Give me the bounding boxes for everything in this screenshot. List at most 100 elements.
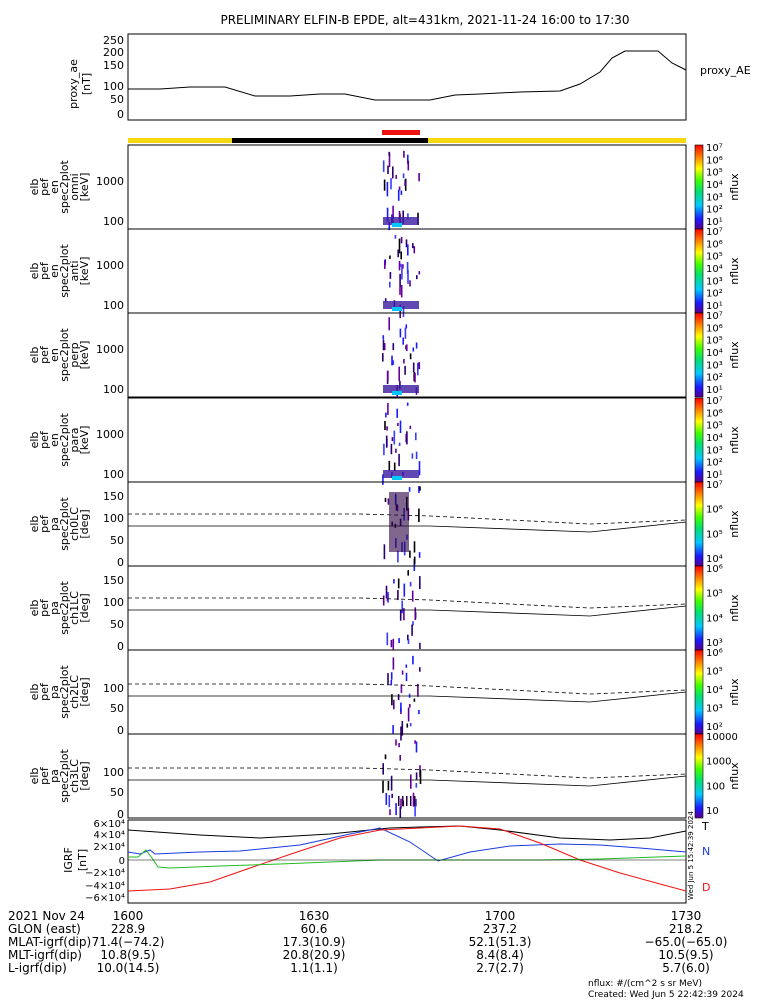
footer-row-labels: 2021 Nov 24 GLON (east) MLAT-igrf(dip) M… <box>8 909 91 975</box>
spectrogram-pixel <box>399 304 401 319</box>
spectrogram-pixel <box>392 360 395 365</box>
spectrogram-pixel <box>406 723 409 728</box>
panel-ylabel: [deg] <box>78 677 91 706</box>
spectrogram-pixel <box>386 207 389 222</box>
panel-ylabel: ch1LC <box>68 591 81 625</box>
panel-ylabel: pef <box>38 177 51 196</box>
igrf-ylabel-2: [nT] <box>76 849 89 871</box>
spectrogram-pixel <box>400 236 403 244</box>
spectrogram-pixel <box>400 263 402 267</box>
spectrogram-pixel <box>418 710 420 715</box>
colorbar-tick: 10⁶ <box>706 155 723 166</box>
spectrogram-pixel <box>398 638 400 644</box>
spectrogram-pixel <box>418 271 421 275</box>
colorbar-tick: 10⁴ <box>706 180 723 191</box>
footer-col-1630: 1630 60.6 17.3(10.9) 20.8(20.9) 1.1(1.1) <box>283 909 346 975</box>
spectrogram-pixel <box>412 362 415 372</box>
panel-ylabel: perp <box>68 342 81 367</box>
spectrogram-pixel <box>413 541 416 553</box>
footer-cell: 17.3(10.9) <box>283 935 346 949</box>
footer-row-label: MLT-igrf(dip) <box>8 948 82 962</box>
loss-cone-solid <box>128 521 687 533</box>
colorbar-tick: 10³ <box>706 276 723 287</box>
spectrogram-pixel <box>400 702 402 712</box>
spectrogram-pixel <box>407 638 410 644</box>
spectrogram-pixel <box>414 607 417 620</box>
panel-ylabel: elb <box>28 600 41 617</box>
spectrogram-band <box>383 470 419 478</box>
panel-ylabel: [keV] <box>78 257 91 286</box>
colorbar-tick: 10⁵ <box>706 168 723 179</box>
colorbar-gradient <box>694 733 704 819</box>
panel-ylabel: en <box>48 348 61 362</box>
spectrogram-pixel <box>391 355 393 366</box>
igrf-legend-n: N <box>702 845 710 858</box>
spectrogram-pixel <box>412 347 415 352</box>
loss-cone-dashed <box>128 513 687 525</box>
colorbar-tick: 10⁴ <box>706 685 723 696</box>
spectrogram-pixel <box>393 462 396 471</box>
panel-ytick: 1000 <box>96 428 124 441</box>
colorbar-label: nflux <box>728 594 741 622</box>
spectrogram-pixel <box>416 275 418 280</box>
spectrogram-pixel <box>384 497 387 502</box>
colorbar-tick: 10⁶ <box>706 505 723 516</box>
colorbar-tick: 10² <box>706 373 723 384</box>
spectrogram-pixel <box>414 796 416 806</box>
colorbar-gradient <box>694 144 704 230</box>
panel-ylabel: omni <box>68 173 81 200</box>
panel-ylabel: en <box>48 264 61 278</box>
spectrogram-pixel <box>389 255 391 259</box>
spectrogram-pixel <box>390 639 393 648</box>
colorbar-gradient <box>694 649 704 735</box>
spectrogram-pixel <box>385 585 388 599</box>
spectrogram-pixel <box>395 739 397 746</box>
panel-ylabel: [deg] <box>78 593 91 622</box>
spectrogram-pixel <box>398 453 400 467</box>
igrf-ylabel-1: IGRF <box>62 847 75 873</box>
spectrogram-pixel <box>398 743 400 748</box>
spectrogram-pixel <box>413 556 416 565</box>
footer-cell: 10.8(9.5) <box>100 948 155 962</box>
panel-ytick: 100 <box>103 512 124 525</box>
spectrogram-pixel <box>384 421 386 430</box>
igrf-t-line <box>127 825 687 841</box>
colorbar-label: nflux <box>728 762 741 790</box>
spectrogram-band <box>392 307 402 311</box>
panel-ytick: 100 <box>103 215 124 228</box>
spectrogram-pixel <box>383 343 386 351</box>
colorbar-tick: 10⁵ <box>706 336 723 347</box>
status-bar-red <box>382 130 420 135</box>
panel-ylabel: elb <box>28 179 41 196</box>
colorbar-tick: 1000 <box>706 757 731 768</box>
spectrogram-pixel <box>411 590 414 602</box>
colorbar-tick: 10¹ <box>706 301 723 312</box>
panel-ytick: 150 <box>103 490 124 503</box>
footer: 2021 Nov 24 GLON (east) MLAT-igrf(dip) M… <box>8 909 744 1000</box>
spectrogram-pixel <box>402 173 405 179</box>
igrf-ytick: −2×10⁴ <box>85 868 125 879</box>
footer-cell: 71.4(−74.2) <box>92 935 165 949</box>
spectrogram-pixel <box>398 366 400 382</box>
colorbar-tick: 10⁴ <box>706 264 723 275</box>
spectrogram-pixel <box>393 430 396 445</box>
spectrogram-pixel <box>407 570 409 576</box>
colorbar-label: nflux <box>728 257 741 285</box>
panel-ylabel: [keV] <box>78 426 91 455</box>
spectrogram-pixel <box>392 657 395 670</box>
proxy-ae-ytick: 100 <box>103 80 124 93</box>
spectrogram-pixel <box>409 550 411 558</box>
spectrogram-pixel <box>403 608 405 621</box>
footer-cell: 1600 <box>113 909 144 923</box>
loss-cone-dashed <box>128 767 687 779</box>
spectrogram-pixel <box>382 353 384 362</box>
spectrogram-pixel <box>404 365 406 375</box>
panel-ylabel: elb <box>28 263 41 280</box>
spectrogram-pixel <box>389 281 391 288</box>
spectrogram-band <box>392 223 402 227</box>
colorbar-label: nflux <box>728 678 741 706</box>
footer-created-note: Created: Wed Jun 5 22:42:39 2024 <box>588 990 744 1000</box>
